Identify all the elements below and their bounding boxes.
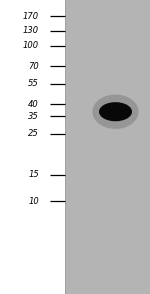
Ellipse shape xyxy=(92,95,139,129)
Ellipse shape xyxy=(99,102,132,121)
Bar xyxy=(65,0,150,294)
Bar xyxy=(0,0,65,294)
Text: 130: 130 xyxy=(23,26,39,35)
Text: 40: 40 xyxy=(28,100,39,109)
Bar xyxy=(65,0,66,294)
Text: 15: 15 xyxy=(28,171,39,179)
Text: 35: 35 xyxy=(28,112,39,121)
Text: 10: 10 xyxy=(28,197,39,206)
Text: 55: 55 xyxy=(28,79,39,88)
Text: 170: 170 xyxy=(23,12,39,21)
Text: 100: 100 xyxy=(23,41,39,50)
Text: 25: 25 xyxy=(28,129,39,138)
Text: 70: 70 xyxy=(28,62,39,71)
